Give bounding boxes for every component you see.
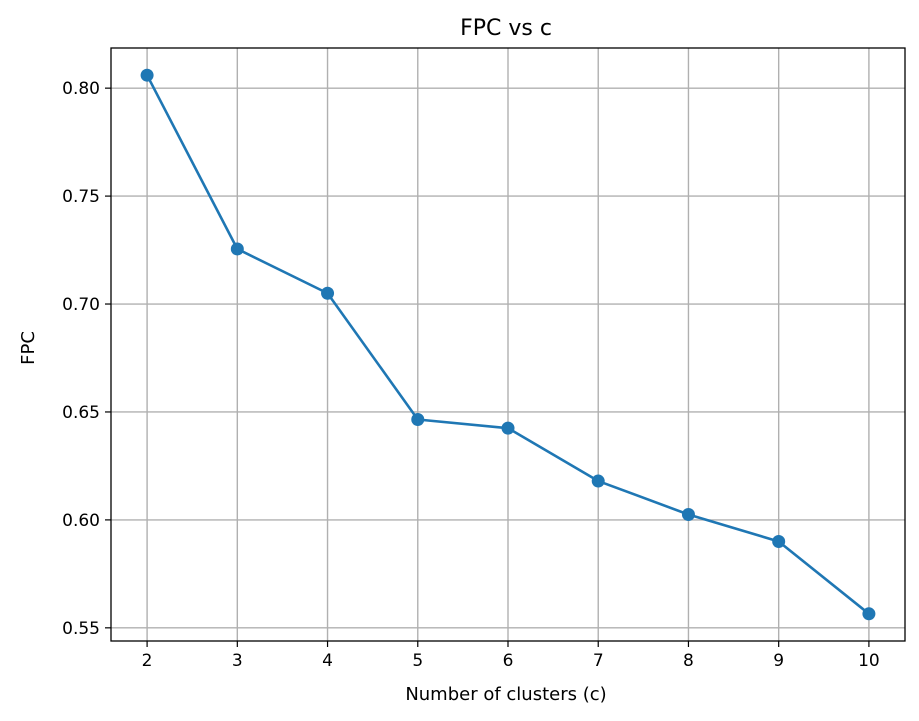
x-tick-label: 5 bbox=[412, 651, 423, 671]
data-point bbox=[321, 286, 335, 300]
y-axis-label: FPC bbox=[18, 331, 39, 365]
x-tick-label: 6 bbox=[503, 651, 514, 671]
data-point bbox=[501, 421, 515, 435]
x-tick-label: 9 bbox=[773, 651, 784, 671]
data-point bbox=[862, 607, 876, 621]
x-tick-label: 2 bbox=[142, 651, 153, 671]
data-point bbox=[230, 242, 244, 256]
x-tick-label: 8 bbox=[683, 651, 694, 671]
y-tick-label: 0.75 bbox=[62, 187, 100, 207]
plot-frame bbox=[110, 47, 906, 642]
x-tick-label: 3 bbox=[232, 651, 243, 671]
data-point bbox=[681, 507, 695, 521]
data-point bbox=[772, 534, 786, 548]
data-point bbox=[411, 413, 425, 427]
y-tick-label: 0.60 bbox=[62, 511, 100, 531]
grid bbox=[111, 48, 905, 641]
series bbox=[140, 68, 876, 621]
y-tick-label: 0.80 bbox=[62, 79, 100, 99]
x-tick-label: 4 bbox=[322, 651, 333, 671]
y-tick-label: 0.70 bbox=[62, 295, 100, 315]
y-tick-label: 0.65 bbox=[62, 403, 100, 423]
x-tick-label: 10 bbox=[858, 651, 880, 671]
x-tick-label: 7 bbox=[593, 651, 604, 671]
x-axis-label: Number of clusters (c) bbox=[405, 684, 606, 705]
data-point bbox=[591, 474, 605, 488]
data-point bbox=[140, 68, 154, 82]
y-tick-label: 0.55 bbox=[62, 619, 100, 639]
chart-title: FPC vs c bbox=[460, 16, 552, 41]
ticks: 2 3 4 5 6 7 8 9 10 0.55 0.60 0.65 0.70 0.75 0.80 bbox=[62, 79, 880, 671]
